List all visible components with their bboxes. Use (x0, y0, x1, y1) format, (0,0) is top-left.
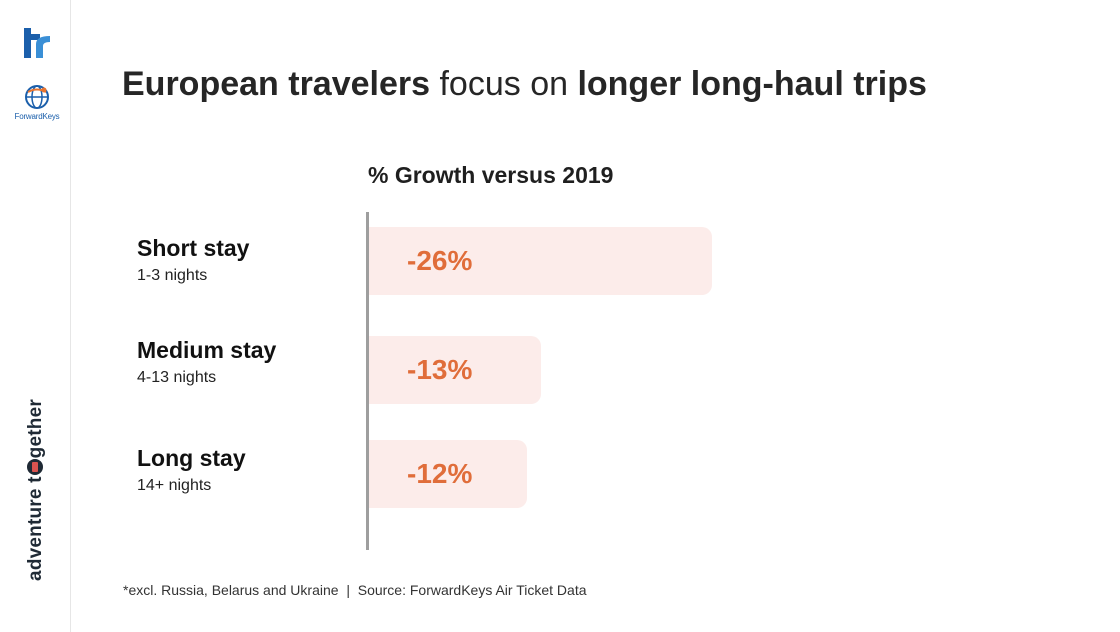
tr-logo-icon (22, 24, 54, 60)
tagline-part1: adventure t (25, 476, 46, 581)
tagline-part2: gether (25, 399, 46, 459)
forwardkeys-logo: ForwardKeys (14, 84, 60, 128)
page-title: European travelers focus on longer long-… (122, 62, 927, 106)
chart-axis (366, 212, 369, 550)
category-label: Medium stay (137, 337, 277, 363)
bar (369, 440, 527, 508)
bar-value-label: -12% (407, 458, 473, 489)
row-label: Medium stay 4-13 nights (137, 336, 276, 389)
footnote: *excl. Russia, Belarus and Ukraine | Sou… (123, 582, 587, 598)
forwardkeys-logo-text: ForwardKeys (14, 112, 60, 121)
category-label: Short stay (137, 235, 250, 261)
bar (369, 336, 541, 404)
sidebar: ForwardKeys adventure t gether (0, 0, 71, 632)
title-bold-1: European travelers (122, 65, 431, 103)
title-bold-2: longer long-haul trips (577, 65, 927, 103)
bar-value-label: -13% (407, 354, 473, 385)
category-sublabel: 4-13 nights (137, 369, 217, 386)
globe-icon (25, 85, 49, 109)
bar (369, 227, 712, 295)
category-label: Long stay (137, 445, 246, 471)
category-sublabel: 1-3 nights (137, 267, 208, 284)
row-label: Short stay 1-3 nights (137, 234, 249, 287)
category-sublabel: 14+ nights (137, 477, 212, 494)
title-regular: focus on (430, 65, 578, 103)
row-label: Long stay 14+ nights (137, 444, 246, 497)
bar-value-label: -26% (407, 245, 473, 276)
vertical-tagline: adventure t gether (25, 399, 47, 581)
passport-icon (27, 459, 43, 476)
chart-title: % Growth versus 2019 (368, 162, 614, 188)
